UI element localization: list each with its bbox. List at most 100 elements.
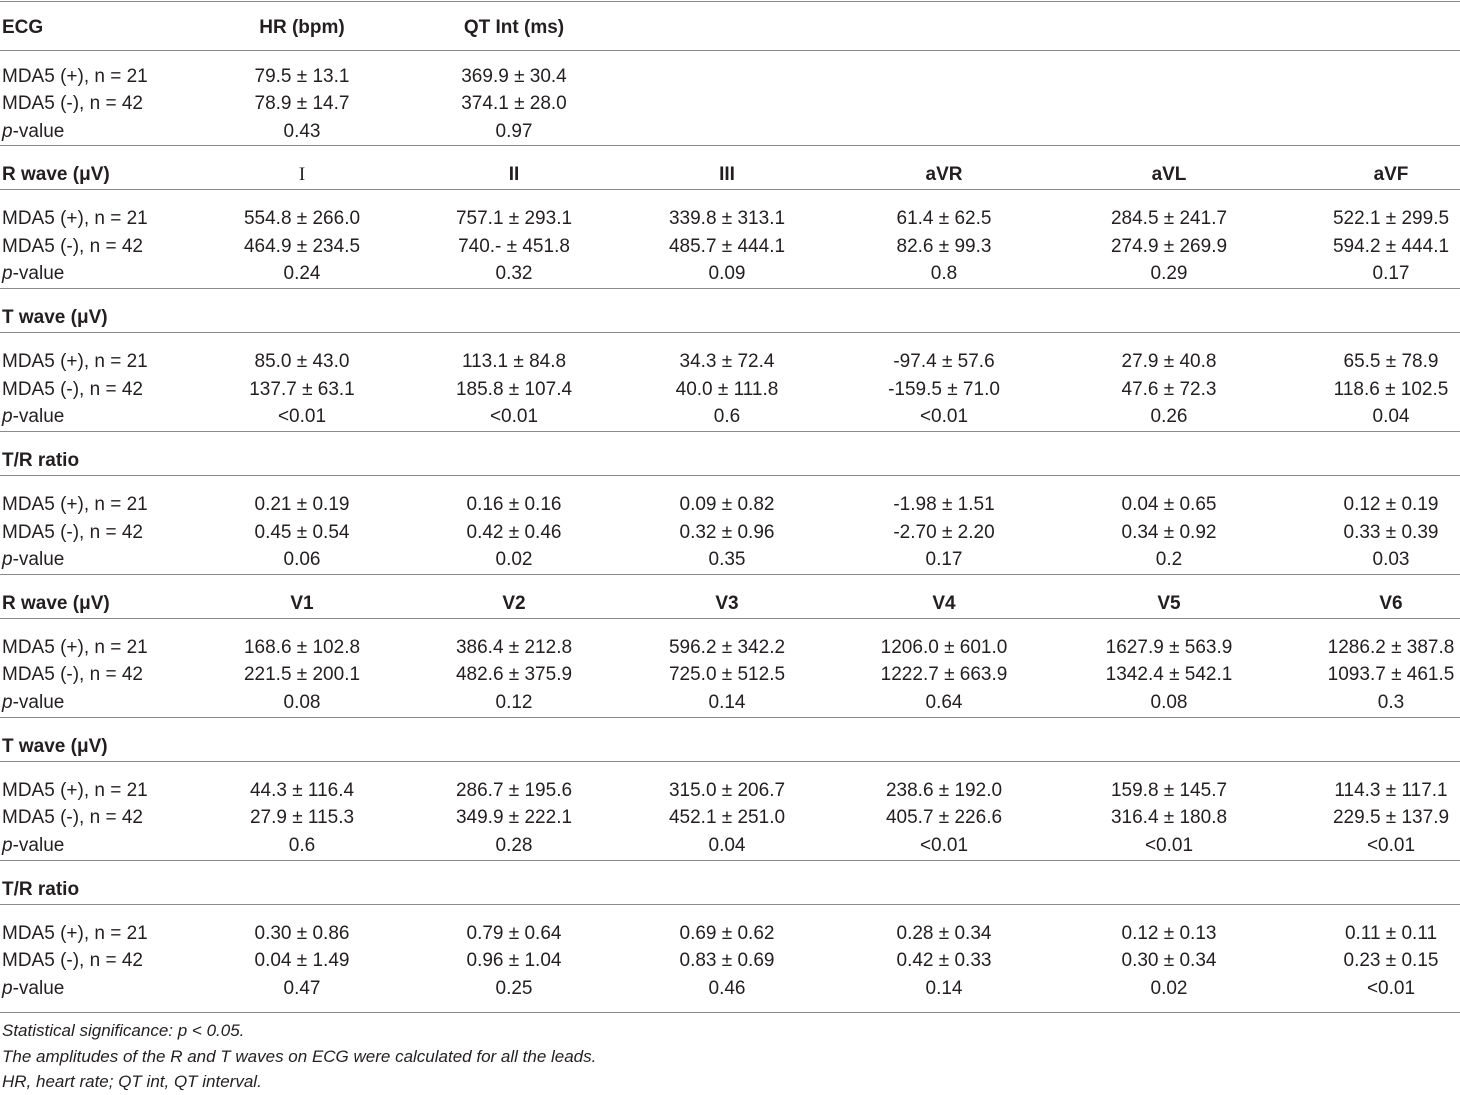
- table-cell: 159.8 ± 145.7: [1110, 780, 1228, 801]
- row-label-text: MDA5 (+), n = 21: [2, 208, 148, 229]
- table-cell: 0.83 ± 0.69: [679, 950, 775, 971]
- group-label: MDA5 (+), n = 21: [2, 920, 148, 948]
- footnote: Statistical significance: p < 0.05.: [2, 1021, 245, 1040]
- column-header-avr: aVR: [925, 164, 963, 185]
- table-cell: 1342.4 ± 542.1: [1105, 664, 1233, 685]
- table-cell: -1.98 ± 1.51: [893, 494, 995, 515]
- table-cell: 0.11 ± 0.11: [1344, 923, 1438, 944]
- table-cell: 113.1 ± 84.8: [461, 351, 567, 372]
- table-cell: 0.26: [1150, 406, 1188, 427]
- p-italic: p: [2, 978, 13, 999]
- table-cell: 0.35: [708, 549, 746, 570]
- table-cell: 0.47: [283, 978, 321, 999]
- table-cell: 0.6: [713, 406, 741, 427]
- section-title: ECG: [2, 17, 44, 38]
- table-cell: 0.3: [1377, 692, 1405, 713]
- table-cell: 349.9 ± 222.1: [455, 807, 573, 828]
- table-cell: 0.64: [925, 692, 963, 713]
- section-rule: [0, 574, 1460, 575]
- table-cell: 286.7 ± 195.6: [455, 780, 573, 801]
- table-cell: 118.6 ± 102.5: [1333, 379, 1449, 400]
- row-label-text: -value: [12, 835, 65, 856]
- table-cell: 44.3 ± 116.4: [249, 780, 355, 801]
- table-cell: 78.9 ± 14.7: [254, 93, 350, 114]
- table-cell: <0.01: [919, 835, 969, 856]
- table-cell: 79.5 ± 13.1: [254, 66, 350, 87]
- column-header-v3: V3: [715, 593, 739, 614]
- table-cell: 221.5 ± 200.1: [243, 664, 361, 685]
- table-cell: 0.12 ± 0.13: [1121, 923, 1217, 944]
- table-cell: 27.9 ± 115.3: [249, 807, 355, 828]
- header-rule: [0, 332, 1460, 333]
- table-cell: 369.9 ± 30.4: [461, 66, 567, 87]
- table-cell: 0.30 ± 0.86: [254, 923, 350, 944]
- table-cell: 464.9 ± 234.5: [243, 236, 361, 257]
- table-cell: 594.2 ± 444.1: [1332, 236, 1450, 257]
- table-cell: -97.4 ± 57.6: [893, 351, 995, 372]
- table-cell: 0.03: [1372, 549, 1410, 570]
- table-cell: 482.6 ± 375.9: [455, 664, 573, 685]
- section-title: T/R ratio: [2, 879, 80, 900]
- p-value-label: p-value: [2, 118, 64, 146]
- column-header-ii: II: [508, 164, 520, 185]
- column-header-avl: aVL: [1151, 164, 1187, 185]
- footnote: The amplitudes of the R and T waves on E…: [2, 1047, 597, 1066]
- table-cell: 1093.7 ± 461.5: [1327, 664, 1455, 685]
- table-cell: 0.33 ± 0.39: [1343, 522, 1439, 543]
- p-value-label: p-value: [2, 403, 64, 431]
- footnote: HR, heart rate; QT int, QT interval.: [2, 1072, 262, 1091]
- table-cell: 522.1 ± 299.5: [1332, 208, 1450, 229]
- table-cell: 0.32: [495, 263, 533, 284]
- table-cell: 0.97: [495, 121, 533, 142]
- row-label-text: -value: [12, 406, 65, 427]
- table-cell: 0.14: [708, 692, 746, 713]
- table-cell: 0.23 ± 0.15: [1343, 950, 1439, 971]
- table-cell: 61.4 ± 62.5: [896, 208, 992, 229]
- table-cell: 0.79 ± 0.64: [466, 923, 562, 944]
- table-cell: 0.02: [1150, 978, 1188, 999]
- group-label: MDA5 (+), n = 21: [2, 63, 148, 91]
- column-header-iii: III: [719, 164, 735, 185]
- group-label: MDA5 (+), n = 21: [2, 777, 148, 805]
- table-cell: 386.4 ± 212.8: [455, 637, 573, 658]
- table-cell: 0.6: [288, 835, 316, 856]
- table-cell: 339.8 ± 313.1: [668, 208, 786, 229]
- table-cell: 0.42 ± 0.46: [466, 522, 562, 543]
- group-label: MDA5 (+), n = 21: [2, 634, 148, 662]
- row-label-text: MDA5 (+), n = 21: [2, 351, 148, 372]
- table-cell: 0.21 ± 0.19: [254, 494, 350, 515]
- table-bottom-rule: [0, 1012, 1460, 1013]
- group-label: MDA5 (-), n = 42: [2, 90, 143, 118]
- table-cell: -159.5 ± 71.0: [888, 379, 1000, 400]
- table-cell: 0.29: [1150, 263, 1188, 284]
- p-italic: p: [2, 121, 13, 142]
- table-cell: <0.01: [1366, 835, 1416, 856]
- table-cell: 40.0 ± 111.8: [675, 379, 779, 400]
- p-value-label: p-value: [2, 546, 64, 574]
- table-cell: 0.43: [283, 121, 321, 142]
- group-label: MDA5 (+), n = 21: [2, 491, 148, 519]
- table-cell: 316.4 ± 180.8: [1110, 807, 1228, 828]
- row-label-text: -value: [12, 263, 65, 284]
- table-cell: 238.6 ± 192.0: [885, 780, 1003, 801]
- group-label: MDA5 (-), n = 42: [2, 519, 143, 547]
- header-rule: [0, 618, 1460, 619]
- table-cell: 0.02: [495, 549, 533, 570]
- table-cell: <0.01: [1366, 978, 1416, 999]
- p-value-label: p-value: [2, 689, 64, 717]
- table-cell: 0.17: [1372, 263, 1410, 284]
- p-italic: p: [2, 692, 13, 713]
- table-cell: 0.25: [495, 978, 533, 999]
- row-label-text: MDA5 (+), n = 21: [2, 637, 148, 658]
- table-cell: 85.0 ± 43.0: [254, 351, 350, 372]
- table-cell: 0.04: [1372, 406, 1410, 427]
- p-value-label: p-value: [2, 832, 64, 860]
- table-cell: 1627.9 ± 563.9: [1105, 637, 1233, 658]
- table-cell: 757.1 ± 293.1: [455, 208, 573, 229]
- table-cell: <0.01: [1144, 835, 1194, 856]
- table-cell: 27.9 ± 40.8: [1121, 351, 1217, 372]
- table-cell: 0.42 ± 0.33: [896, 950, 992, 971]
- table-cell: 315.0 ± 206.7: [668, 780, 786, 801]
- column-header-v5: V5: [1157, 593, 1181, 614]
- section-rule: [0, 860, 1460, 861]
